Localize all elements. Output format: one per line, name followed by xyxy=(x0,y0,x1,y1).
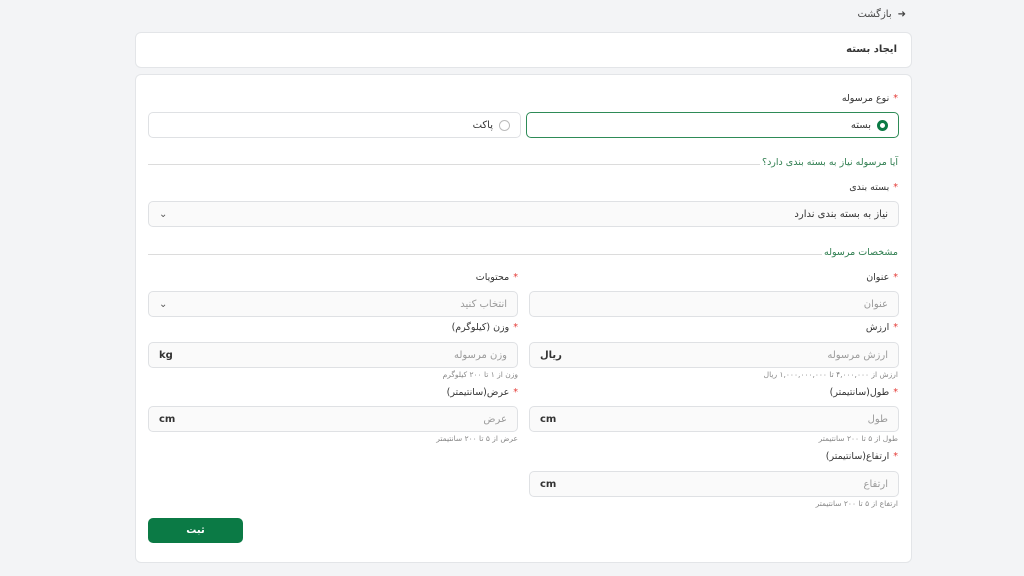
height-label: *ارتفاع(سانتیمتر) xyxy=(825,451,898,462)
contents-label: *محتویات xyxy=(475,272,518,283)
header-card: ایجاد بسته xyxy=(135,32,912,68)
length-label: *طول(سانتیمتر) xyxy=(829,387,898,398)
unit-label: kg xyxy=(159,349,173,361)
weight-label: *وزن (کیلوگرم) xyxy=(451,322,518,333)
divider xyxy=(148,254,822,255)
packaging-section-title: آیا مرسوله نیاز به بسته بندی دارد؟ xyxy=(762,157,898,168)
radio-package[interactable]: بسته xyxy=(526,112,899,138)
width-hint: عرض از ۵ تا ۲۰۰ سانتیمتر xyxy=(436,434,518,443)
width-input[interactable]: عرض cm xyxy=(148,406,518,432)
specs-section-title: مشخصات مرسوله xyxy=(824,247,898,258)
chevron-down-icon: ⌄ xyxy=(159,208,168,220)
unit-label: cm xyxy=(540,478,557,490)
height-input[interactable]: ارتفاع cm xyxy=(529,471,899,497)
page-title: ایجاد بسته xyxy=(846,44,897,55)
contents-select[interactable]: انتخاب کنید ⌄ xyxy=(148,291,518,317)
height-hint: ارتفاع از ۵ تا ۲۰۰ سانتیمتر xyxy=(815,499,898,508)
value-input[interactable]: ارزش مرسوله ریال xyxy=(529,342,899,368)
arrow-right-icon: ➜ xyxy=(897,9,906,20)
divider xyxy=(148,164,760,165)
chevron-down-icon: ⌄ xyxy=(159,298,168,310)
back-link[interactable]: ➜ بازگشت xyxy=(857,9,906,20)
title-label: *عنوان xyxy=(866,272,898,283)
radio-unselected-icon xyxy=(499,119,510,131)
title-input[interactable]: عنوان xyxy=(529,291,899,317)
unit-label: ریال xyxy=(540,349,562,361)
value-label: *ارزش xyxy=(865,322,898,333)
weight-hint: وزن از ۱ تا ۲۰۰ کیلوگرم xyxy=(442,370,518,379)
width-label: *عرض(سانتیمتر) xyxy=(446,387,518,398)
unit-label: cm xyxy=(159,413,176,425)
submit-button[interactable]: ثبت xyxy=(148,518,243,543)
radio-envelope[interactable]: پاکت xyxy=(148,112,521,138)
unit-label: cm xyxy=(540,413,557,425)
packaging-select[interactable]: نیاز به بسته بندی ندارد ⌄ xyxy=(148,201,899,227)
packaging-label: *بسته بندی xyxy=(849,182,898,193)
length-hint: طول از ۵ تا ۲۰۰ سانتیمتر xyxy=(818,434,898,443)
weight-input[interactable]: وزن مرسوله kg xyxy=(148,342,518,368)
length-input[interactable]: طول cm xyxy=(529,406,899,432)
value-hint: ارزش از ۴,۰۰۰,۰۰۰ تا ۱,۰۰۰,۰۰۰,۰۰۰ ریال xyxy=(763,370,898,379)
type-label: *نوع مرسوله xyxy=(841,93,898,104)
radio-selected-icon xyxy=(877,119,888,131)
